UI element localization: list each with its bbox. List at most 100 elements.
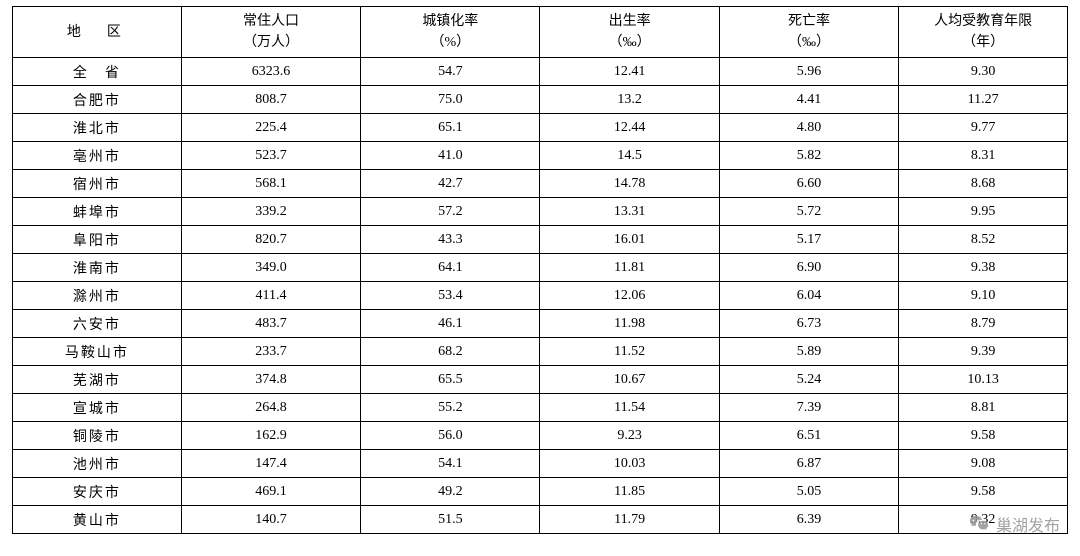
header-label-l1: 常住人口 [184, 11, 358, 32]
cell-birth_rate: 11.54 [540, 394, 719, 422]
table-row: 黄山市140.751.511.796.399.32 [13, 506, 1068, 534]
cell-edu_years: 8.52 [899, 226, 1068, 254]
cell-urbanization: 42.7 [361, 170, 540, 198]
table-row: 亳州市523.741.014.55.828.31 [13, 142, 1068, 170]
cell-death_rate: 5.72 [719, 198, 898, 226]
cell-population: 140.7 [181, 506, 360, 534]
cell-birth_rate: 11.79 [540, 506, 719, 534]
header-label-l2: （万人） [184, 32, 358, 53]
cell-region: 池州市 [13, 450, 182, 478]
column-header-region: 地 区 [13, 7, 182, 58]
cell-death_rate: 5.05 [719, 478, 898, 506]
cell-region: 亳州市 [13, 142, 182, 170]
cell-edu_years: 9.58 [899, 422, 1068, 450]
cell-death_rate: 6.51 [719, 422, 898, 450]
cell-edu_years: 11.27 [899, 86, 1068, 114]
cell-death_rate: 6.39 [719, 506, 898, 534]
cell-edu_years: 10.13 [899, 366, 1068, 394]
cell-region: 六安市 [13, 310, 182, 338]
cell-edu_years: 9.95 [899, 198, 1068, 226]
header-label-l1: 城镇化率 [363, 11, 537, 32]
table-row: 滁州市411.453.412.066.049.10 [13, 282, 1068, 310]
table-body: 全 省6323.654.712.415.969.30合肥市808.775.013… [13, 58, 1068, 534]
header-label-l2: （‰） [722, 32, 896, 53]
cell-region: 马鞍山市 [13, 338, 182, 366]
cell-region: 全 省 [13, 58, 182, 86]
cell-urbanization: 75.0 [361, 86, 540, 114]
cell-birth_rate: 11.98 [540, 310, 719, 338]
cell-urbanization: 57.2 [361, 198, 540, 226]
cell-population: 411.4 [181, 282, 360, 310]
cell-population: 568.1 [181, 170, 360, 198]
cell-urbanization: 49.2 [361, 478, 540, 506]
cell-edu_years: 8.68 [899, 170, 1068, 198]
cell-population: 264.8 [181, 394, 360, 422]
cell-edu_years: 8.79 [899, 310, 1068, 338]
header-label-l1: 人均受教育年限 [901, 11, 1065, 32]
cell-urbanization: 55.2 [361, 394, 540, 422]
cell-death_rate: 6.73 [719, 310, 898, 338]
cell-edu_years: 9.32 [899, 506, 1068, 534]
cell-birth_rate: 10.03 [540, 450, 719, 478]
cell-birth_rate: 16.01 [540, 226, 719, 254]
table-row: 芜湖市374.865.510.675.2410.13 [13, 366, 1068, 394]
cell-birth_rate: 11.52 [540, 338, 719, 366]
cell-death_rate: 4.80 [719, 114, 898, 142]
cell-death_rate: 7.39 [719, 394, 898, 422]
cell-population: 6323.6 [181, 58, 360, 86]
cell-death_rate: 5.17 [719, 226, 898, 254]
cell-birth_rate: 9.23 [540, 422, 719, 450]
cell-urbanization: 56.0 [361, 422, 540, 450]
cell-edu_years: 9.08 [899, 450, 1068, 478]
table-row: 马鞍山市233.768.211.525.899.39 [13, 338, 1068, 366]
cell-birth_rate: 11.81 [540, 254, 719, 282]
cell-region: 合肥市 [13, 86, 182, 114]
column-header-urbanization: 城镇化率（%） [361, 7, 540, 58]
table-row: 合肥市808.775.013.24.4111.27 [13, 86, 1068, 114]
cell-region: 淮北市 [13, 114, 182, 142]
cell-population: 339.2 [181, 198, 360, 226]
cell-region: 蚌埠市 [13, 198, 182, 226]
cell-edu_years: 9.58 [899, 478, 1068, 506]
column-header-edu_years: 人均受教育年限（年） [899, 7, 1068, 58]
cell-urbanization: 46.1 [361, 310, 540, 338]
header-label-l2: （年） [901, 32, 1065, 53]
cell-death_rate: 6.60 [719, 170, 898, 198]
cell-urbanization: 64.1 [361, 254, 540, 282]
cell-urbanization: 41.0 [361, 142, 540, 170]
table-header: 地 区常住人口（万人）城镇化率（%）出生率（‰）死亡率（‰）人均受教育年限（年） [13, 7, 1068, 58]
cell-population: 374.8 [181, 366, 360, 394]
cell-birth_rate: 14.78 [540, 170, 719, 198]
cell-region: 阜阳市 [13, 226, 182, 254]
cell-urbanization: 54.7 [361, 58, 540, 86]
table-row: 安庆市469.149.211.855.059.58 [13, 478, 1068, 506]
cell-urbanization: 43.3 [361, 226, 540, 254]
cell-region: 黄山市 [13, 506, 182, 534]
cell-birth_rate: 13.2 [540, 86, 719, 114]
column-header-birth_rate: 出生率（‰） [540, 7, 719, 58]
cell-birth_rate: 11.85 [540, 478, 719, 506]
header-label-l1: 地 区 [15, 22, 179, 43]
cell-population: 349.0 [181, 254, 360, 282]
cell-death_rate: 6.90 [719, 254, 898, 282]
cell-region: 淮南市 [13, 254, 182, 282]
cell-region: 安庆市 [13, 478, 182, 506]
column-header-death_rate: 死亡率（‰） [719, 7, 898, 58]
table-row: 六安市483.746.111.986.738.79 [13, 310, 1068, 338]
demographics-table: 地 区常住人口（万人）城镇化率（%）出生率（‰）死亡率（‰）人均受教育年限（年）… [12, 6, 1068, 534]
cell-edu_years: 9.77 [899, 114, 1068, 142]
cell-edu_years: 8.81 [899, 394, 1068, 422]
cell-death_rate: 6.87 [719, 450, 898, 478]
cell-population: 162.9 [181, 422, 360, 450]
cell-birth_rate: 12.06 [540, 282, 719, 310]
table-row: 全 省6323.654.712.415.969.30 [13, 58, 1068, 86]
cell-urbanization: 54.1 [361, 450, 540, 478]
cell-urbanization: 53.4 [361, 282, 540, 310]
header-label-l1: 出生率 [542, 11, 716, 32]
cell-death_rate: 4.41 [719, 86, 898, 114]
column-header-population: 常住人口（万人） [181, 7, 360, 58]
table-row: 阜阳市820.743.316.015.178.52 [13, 226, 1068, 254]
cell-birth_rate: 12.44 [540, 114, 719, 142]
cell-population: 233.7 [181, 338, 360, 366]
table-row: 铜陵市162.956.09.236.519.58 [13, 422, 1068, 450]
